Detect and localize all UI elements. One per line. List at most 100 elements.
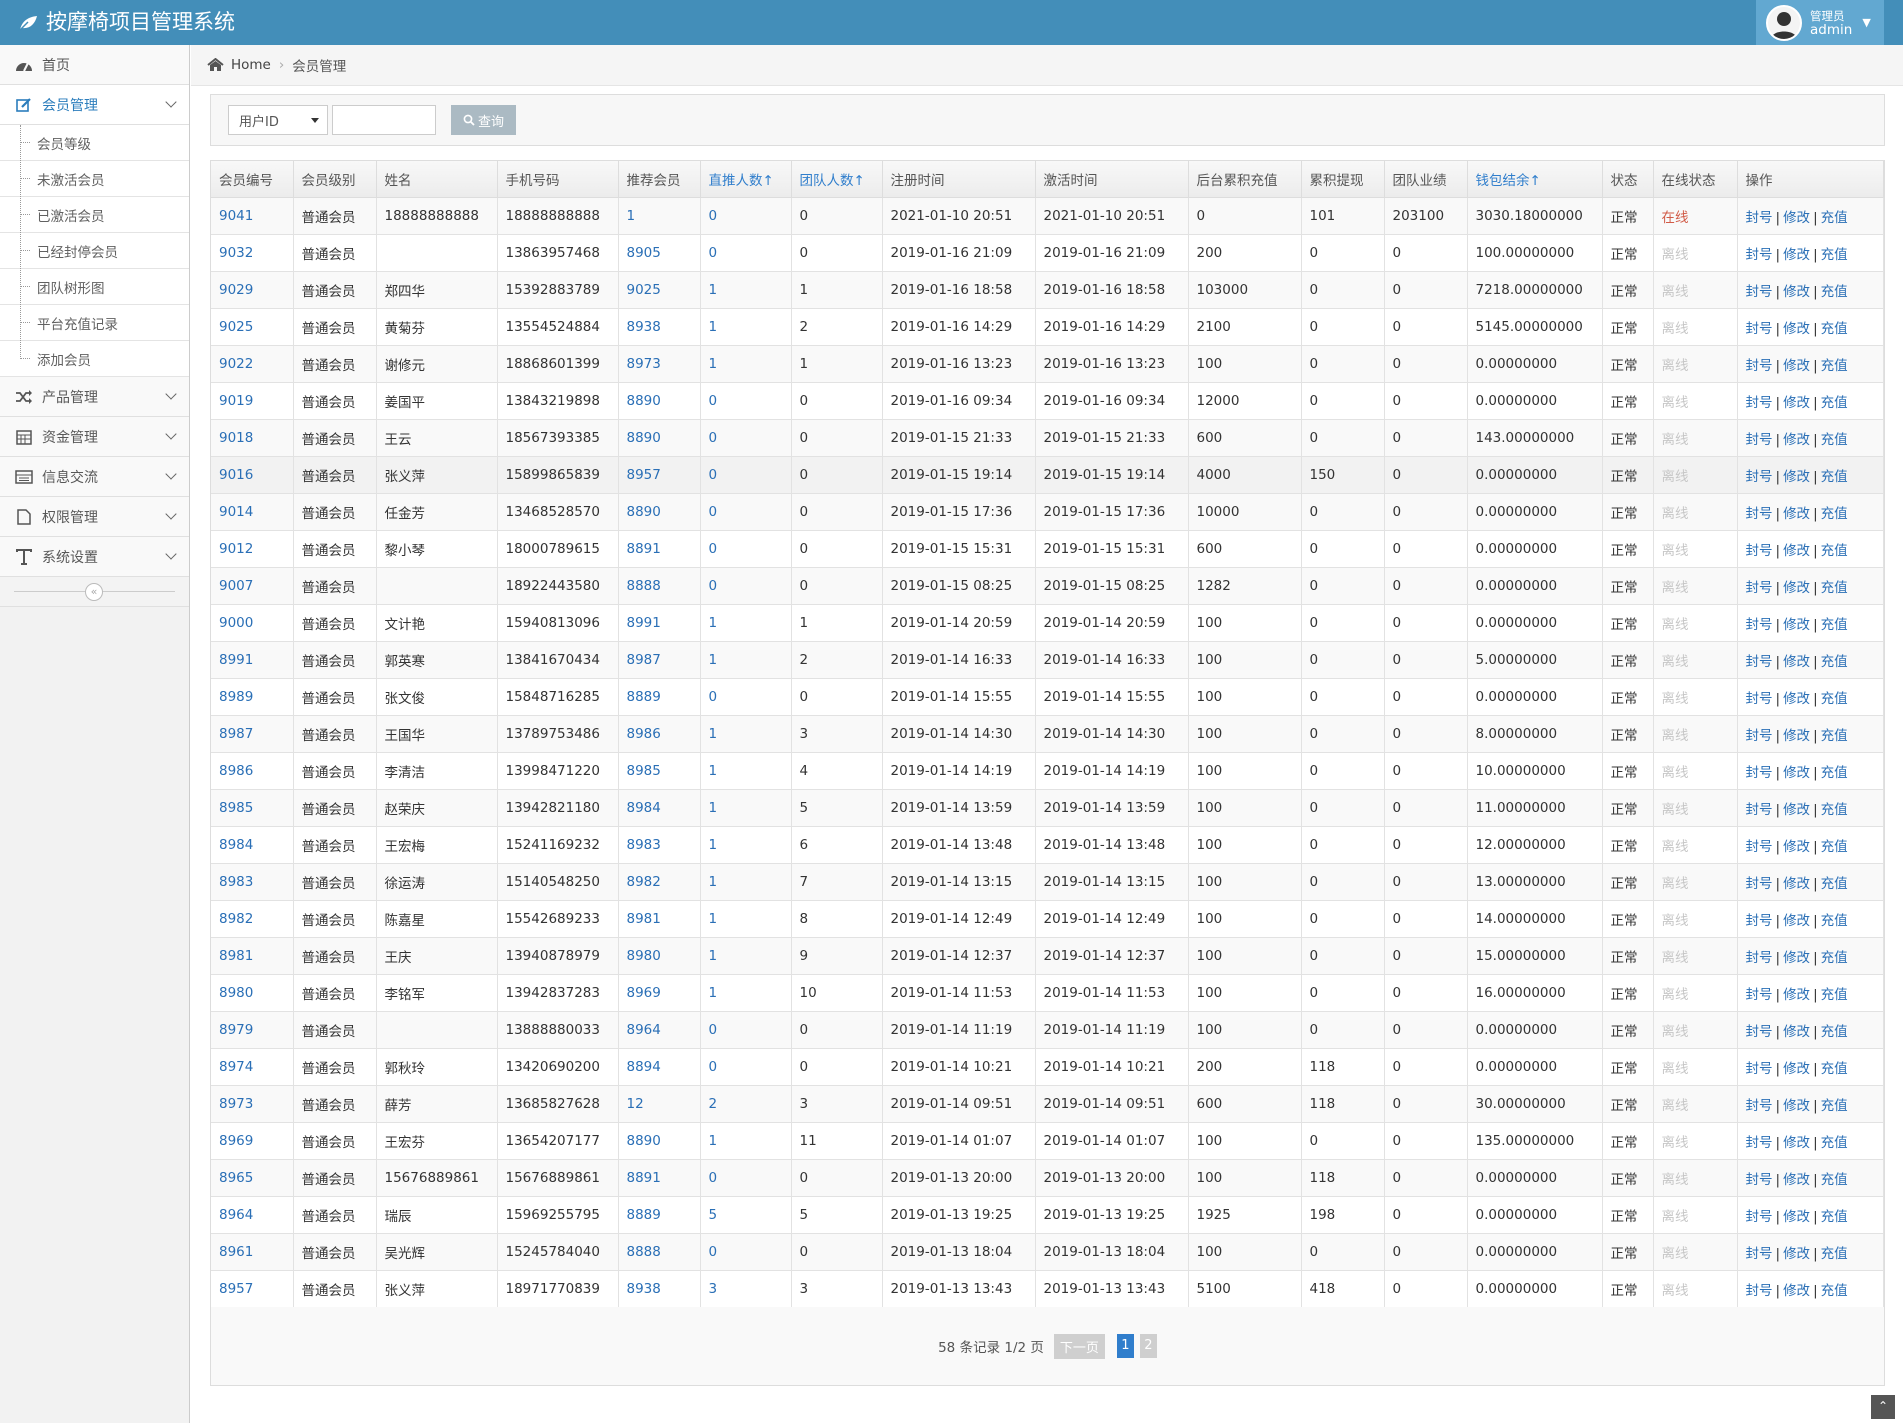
member-id-link[interactable]: 8980: [219, 984, 254, 1001]
sidebar-item-members[interactable]: 会员管理: [0, 85, 189, 125]
recharge-link[interactable]: 充值: [1820, 1023, 1848, 1040]
referrer-link[interactable]: 8964: [626, 1021, 661, 1038]
ban-link[interactable]: 封号: [1745, 1245, 1773, 1262]
member-id-link[interactable]: 8987: [219, 725, 254, 742]
referrer-link[interactable]: 1: [626, 207, 636, 224]
sidebar-item-messages[interactable]: 信息交流: [0, 457, 189, 497]
search-field-select[interactable]: 用户ID: [228, 105, 328, 135]
referrer-link[interactable]: 8890: [626, 503, 661, 520]
page-1-button[interactable]: 1: [1116, 1334, 1134, 1358]
direct-count-link[interactable]: 1: [708, 762, 718, 779]
ban-link[interactable]: 封号: [1745, 394, 1773, 411]
recharge-link[interactable]: 充值: [1820, 986, 1848, 1003]
recharge-link[interactable]: 充值: [1820, 283, 1848, 300]
double-chevron-left-icon[interactable]: «: [85, 583, 103, 601]
edit-link[interactable]: 修改: [1783, 468, 1811, 485]
ban-link[interactable]: 封号: [1745, 801, 1773, 818]
direct-count-link[interactable]: 1: [708, 836, 718, 853]
member-id-link[interactable]: 8964: [219, 1206, 254, 1223]
submenu-banned-members[interactable]: 已经封停会员: [0, 233, 189, 269]
submenu-team-tree[interactable]: 团队树形图: [0, 269, 189, 305]
submenu-add-member[interactable]: 添加会员: [0, 341, 189, 377]
referrer-link[interactable]: 8969: [626, 984, 661, 1001]
edit-link[interactable]: 修改: [1783, 764, 1811, 781]
sidebar-item-home[interactable]: 首页: [0, 45, 189, 85]
edit-link[interactable]: 修改: [1783, 1097, 1811, 1114]
recharge-link[interactable]: 充值: [1820, 246, 1848, 263]
scroll-to-top-button[interactable]: ⌃: [1871, 1395, 1895, 1419]
direct-count-link[interactable]: 5: [708, 1206, 718, 1223]
member-id-link[interactable]: 9000: [219, 614, 254, 631]
member-id-link[interactable]: 8965: [219, 1169, 254, 1186]
search-input[interactable]: [332, 105, 436, 135]
direct-count-link[interactable]: 0: [708, 503, 718, 520]
direct-count-link[interactable]: 0: [708, 1058, 718, 1075]
member-id-link[interactable]: 8979: [219, 1021, 254, 1038]
ban-link[interactable]: 封号: [1745, 1171, 1773, 1188]
recharge-link[interactable]: 充值: [1820, 727, 1848, 744]
referrer-link[interactable]: 8957: [626, 466, 661, 483]
edit-link[interactable]: 修改: [1783, 1060, 1811, 1077]
ban-link[interactable]: 封号: [1745, 1097, 1773, 1114]
edit-link[interactable]: 修改: [1783, 801, 1811, 818]
ban-link[interactable]: 封号: [1745, 1023, 1773, 1040]
edit-link[interactable]: 修改: [1783, 838, 1811, 855]
recharge-link[interactable]: 充值: [1820, 912, 1848, 929]
member-id-link[interactable]: 9012: [219, 540, 254, 557]
submenu-recharge-records[interactable]: 平台充值记录: [0, 305, 189, 341]
direct-count-link[interactable]: 1: [708, 281, 718, 298]
member-id-link[interactable]: 9029: [219, 281, 254, 298]
ban-link[interactable]: 封号: [1745, 838, 1773, 855]
member-id-link[interactable]: 8989: [219, 688, 254, 705]
recharge-link[interactable]: 充值: [1820, 357, 1848, 374]
ban-link[interactable]: 封号: [1745, 209, 1773, 226]
member-id-link[interactable]: 8974: [219, 1058, 254, 1075]
recharge-link[interactable]: 充值: [1820, 1282, 1848, 1299]
direct-count-link[interactable]: 1: [708, 355, 718, 372]
page-2-button[interactable]: 2: [1139, 1334, 1157, 1358]
direct-count-link[interactable]: 1: [708, 614, 718, 631]
direct-count-link[interactable]: 0: [708, 466, 718, 483]
direct-count-link[interactable]: 1: [708, 910, 718, 927]
ban-link[interactable]: 封号: [1745, 1282, 1773, 1299]
breadcrumb-home[interactable]: Home: [231, 57, 271, 73]
submenu-member-level[interactable]: 会员等级: [0, 125, 189, 161]
column-header[interactable]: 直推人数↑: [700, 161, 792, 198]
direct-count-link[interactable]: 1: [708, 984, 718, 1001]
submenu-active-members[interactable]: 已激活会员: [0, 197, 189, 233]
column-header[interactable]: 团队人数↑: [791, 161, 883, 198]
recharge-link[interactable]: 充值: [1820, 320, 1848, 337]
referrer-link[interactable]: 8985: [626, 762, 661, 779]
edit-link[interactable]: 修改: [1783, 1208, 1811, 1225]
edit-link[interactable]: 修改: [1783, 209, 1811, 226]
recharge-link[interactable]: 充值: [1820, 875, 1848, 892]
edit-link[interactable]: 修改: [1783, 949, 1811, 966]
member-id-link[interactable]: 8986: [219, 762, 254, 779]
member-id-link[interactable]: 9007: [219, 577, 254, 594]
ban-link[interactable]: 封号: [1745, 875, 1773, 892]
ban-link[interactable]: 封号: [1745, 542, 1773, 559]
next-page-button[interactable]: 下一页: [1053, 1333, 1105, 1359]
referrer-link[interactable]: 8982: [626, 873, 661, 890]
edit-link[interactable]: 修改: [1783, 1171, 1811, 1188]
member-id-link[interactable]: 8985: [219, 799, 254, 816]
referrer-link[interactable]: 8890: [626, 429, 661, 446]
member-id-link[interactable]: 9016: [219, 466, 254, 483]
edit-link[interactable]: 修改: [1783, 579, 1811, 596]
ban-link[interactable]: 封号: [1745, 653, 1773, 670]
user-menu[interactable]: 管理员 admin ▼: [1756, 0, 1884, 45]
recharge-link[interactable]: 充值: [1820, 764, 1848, 781]
referrer-link[interactable]: 8991: [626, 614, 661, 631]
edit-link[interactable]: 修改: [1783, 1282, 1811, 1299]
member-id-link[interactable]: 8973: [219, 1095, 254, 1112]
referrer-link[interactable]: 8888: [626, 577, 661, 594]
referrer-link[interactable]: 8980: [626, 947, 661, 964]
search-button[interactable]: 查询: [451, 105, 516, 135]
member-id-link[interactable]: 8981: [219, 947, 254, 964]
referrer-link[interactable]: 8905: [626, 244, 661, 261]
member-id-link[interactable]: 9019: [219, 392, 254, 409]
recharge-link[interactable]: 充值: [1820, 949, 1848, 966]
submenu-inactive-members[interactable]: 未激活会员: [0, 161, 189, 197]
member-id-link[interactable]: 9025: [219, 318, 254, 335]
direct-count-link[interactable]: 0: [708, 244, 718, 261]
